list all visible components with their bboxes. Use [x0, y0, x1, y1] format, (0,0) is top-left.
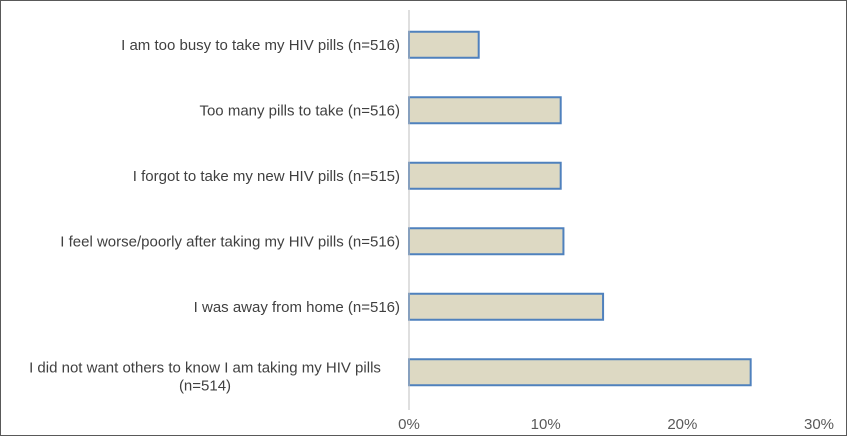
x-tick-label-1: 10%: [531, 416, 561, 433]
category-label-2: I forgot to take my new HIV pills (n=515…: [133, 168, 400, 185]
bar-5: [408, 358, 752, 387]
bar-3: [408, 227, 565, 256]
bar-4: [408, 292, 605, 321]
bar-1: [408, 96, 562, 125]
bar-0: [408, 30, 480, 59]
category-label-3: I feel worse/poorly after taking my HIV …: [60, 233, 400, 250]
category-labels-group: I am too busy to take my HIV pills (n=51…: [29, 37, 400, 395]
category-label-5: I did not want others to know I am takin…: [29, 359, 381, 394]
category-label-4: I was away from home (n=516): [194, 299, 400, 316]
x-tick-labels-group: 0% 10% 20% 30%: [398, 416, 834, 433]
bars-group: [408, 30, 752, 387]
category-label-1: Too many pills to take (n=516): [199, 102, 400, 119]
x-tick-label-3: 30%: [804, 416, 834, 433]
x-tick-label-2: 20%: [667, 416, 697, 433]
bar-2: [408, 161, 562, 190]
x-tick-label-0: 0%: [398, 416, 420, 433]
category-label-0: I am too busy to take my HIV pills (n=51…: [121, 37, 400, 54]
